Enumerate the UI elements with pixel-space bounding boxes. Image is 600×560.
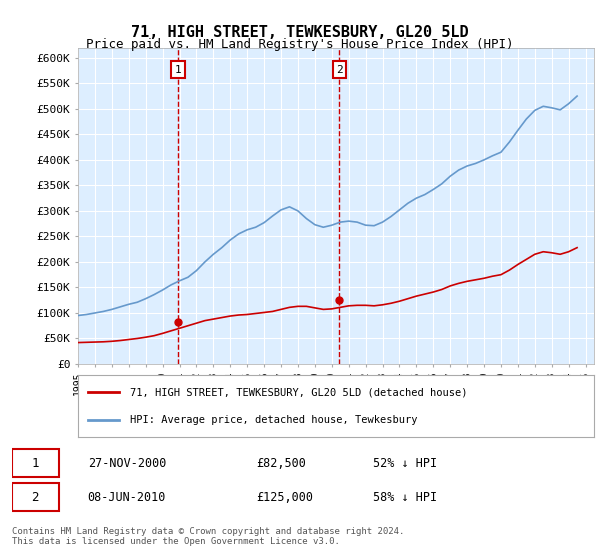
Text: 27-NOV-2000: 27-NOV-2000 bbox=[88, 456, 166, 470]
Text: 2: 2 bbox=[32, 491, 39, 503]
Text: 1: 1 bbox=[32, 456, 39, 470]
Text: £82,500: £82,500 bbox=[256, 456, 307, 470]
FancyBboxPatch shape bbox=[12, 483, 59, 511]
Text: £125,000: £125,000 bbox=[256, 491, 313, 503]
Text: 71, HIGH STREET, TEWKESBURY, GL20 5LD: 71, HIGH STREET, TEWKESBURY, GL20 5LD bbox=[131, 25, 469, 40]
Text: Price paid vs. HM Land Registry's House Price Index (HPI): Price paid vs. HM Land Registry's House … bbox=[86, 38, 514, 50]
Text: 58% ↓ HPI: 58% ↓ HPI bbox=[373, 491, 437, 503]
Text: HPI: Average price, detached house, Tewkesbury: HPI: Average price, detached house, Tewk… bbox=[130, 414, 417, 424]
Text: 71, HIGH STREET, TEWKESBURY, GL20 5LD (detached house): 71, HIGH STREET, TEWKESBURY, GL20 5LD (d… bbox=[130, 388, 467, 398]
Text: Contains HM Land Registry data © Crown copyright and database right 2024.
This d: Contains HM Land Registry data © Crown c… bbox=[12, 526, 404, 546]
FancyBboxPatch shape bbox=[12, 449, 59, 477]
Text: 1: 1 bbox=[175, 65, 181, 74]
Text: 08-JUN-2010: 08-JUN-2010 bbox=[88, 491, 166, 503]
Text: 2: 2 bbox=[336, 65, 343, 74]
Text: 52% ↓ HPI: 52% ↓ HPI bbox=[373, 456, 437, 470]
